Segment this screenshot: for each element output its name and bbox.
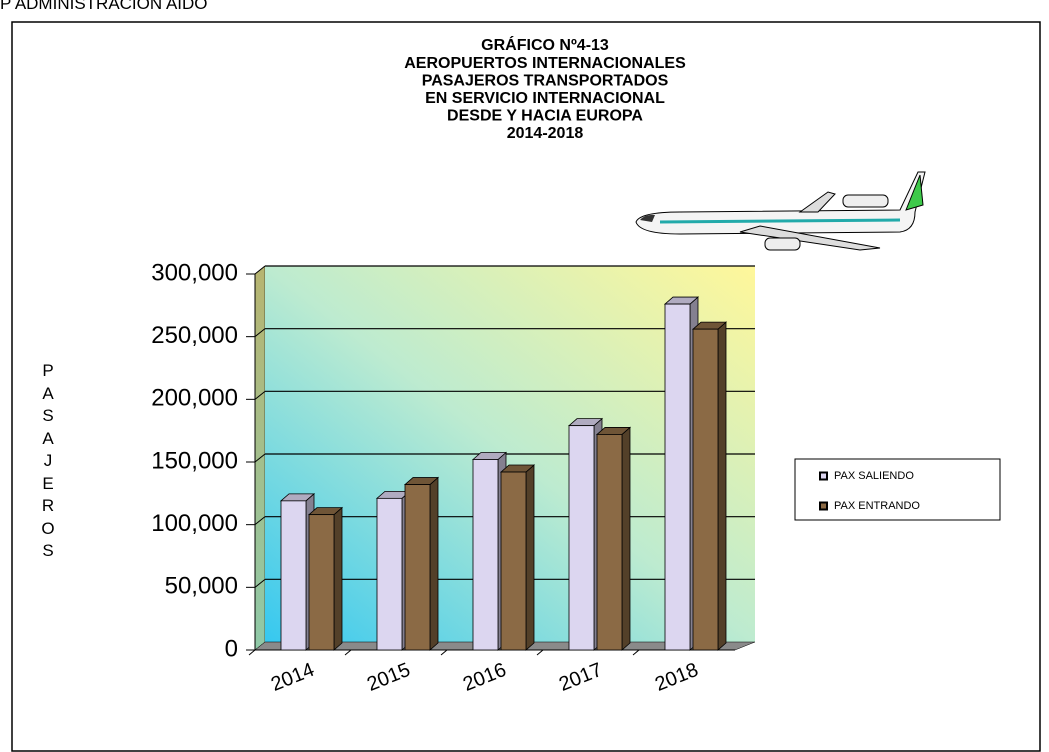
bar bbox=[568, 425, 595, 651]
x-tick bbox=[248, 649, 256, 656]
bar-side bbox=[621, 426, 631, 651]
legend-swatch bbox=[819, 501, 828, 511]
x-tick-label: 2018 bbox=[652, 659, 702, 696]
bar bbox=[596, 434, 623, 651]
grid-line-side bbox=[254, 265, 266, 275]
x-tick bbox=[632, 649, 640, 656]
grid-line-side bbox=[254, 578, 266, 588]
bar bbox=[308, 514, 335, 651]
grid-line-side bbox=[254, 390, 266, 400]
page-header: P ADMINISTRACION AIDO bbox=[0, 0, 208, 13]
legend-label: PAX ENTRANDO bbox=[834, 500, 920, 512]
chart-title: PASAJEROS TRANSPORTADOS bbox=[422, 72, 669, 89]
x-tick bbox=[344, 649, 352, 656]
y-tick-label: 0 bbox=[225, 635, 238, 662]
y-tick-label: 200,000 bbox=[151, 385, 238, 412]
legend bbox=[794, 458, 1001, 521]
bar-side bbox=[717, 321, 727, 651]
x-tick-label: 2015 bbox=[364, 659, 414, 696]
y-tick-label: 150,000 bbox=[151, 447, 238, 474]
bar bbox=[472, 459, 499, 651]
chart-title: EN SERVICIO INTERNACIONAL bbox=[425, 90, 665, 107]
y-tick-label: 50,000 bbox=[165, 573, 238, 600]
chart-title: GRÁFICO Nº4-13 bbox=[481, 35, 609, 54]
x-tick-label: 2014 bbox=[268, 659, 318, 696]
airplane bbox=[635, 171, 926, 251]
legend-label: PAX SALIENDO bbox=[834, 470, 914, 482]
y-tick-label: 300,000 bbox=[151, 259, 238, 286]
grid-line-side bbox=[254, 516, 266, 526]
chart-title: DESDE Y HACIA EUROPA bbox=[447, 108, 643, 125]
y-tick-label: 100,000 bbox=[151, 510, 238, 537]
bar bbox=[404, 484, 431, 651]
x-tick bbox=[536, 649, 544, 656]
bar bbox=[692, 328, 719, 651]
chart-title: AEROPUERTOS INTERNACIONALES bbox=[404, 55, 686, 72]
legend-swatch bbox=[819, 471, 828, 481]
bar bbox=[500, 471, 527, 651]
bar bbox=[376, 497, 403, 651]
x-tick-label: 2017 bbox=[556, 659, 606, 696]
bar-side bbox=[429, 476, 439, 651]
x-tick bbox=[440, 649, 448, 656]
grid-line-side bbox=[254, 453, 266, 463]
bar bbox=[280, 500, 307, 651]
bar-side bbox=[333, 506, 343, 651]
y-tick-label: 250,000 bbox=[151, 322, 238, 349]
bar bbox=[664, 303, 691, 651]
x-tick-label: 2016 bbox=[460, 659, 510, 696]
y-axis-label: PASAJEROS bbox=[41, 361, 55, 560]
grid-line-side bbox=[254, 328, 266, 338]
bar-side bbox=[525, 464, 535, 651]
chart-frame bbox=[11, 21, 1041, 752]
chart-title: 2014-2018 bbox=[507, 125, 584, 142]
